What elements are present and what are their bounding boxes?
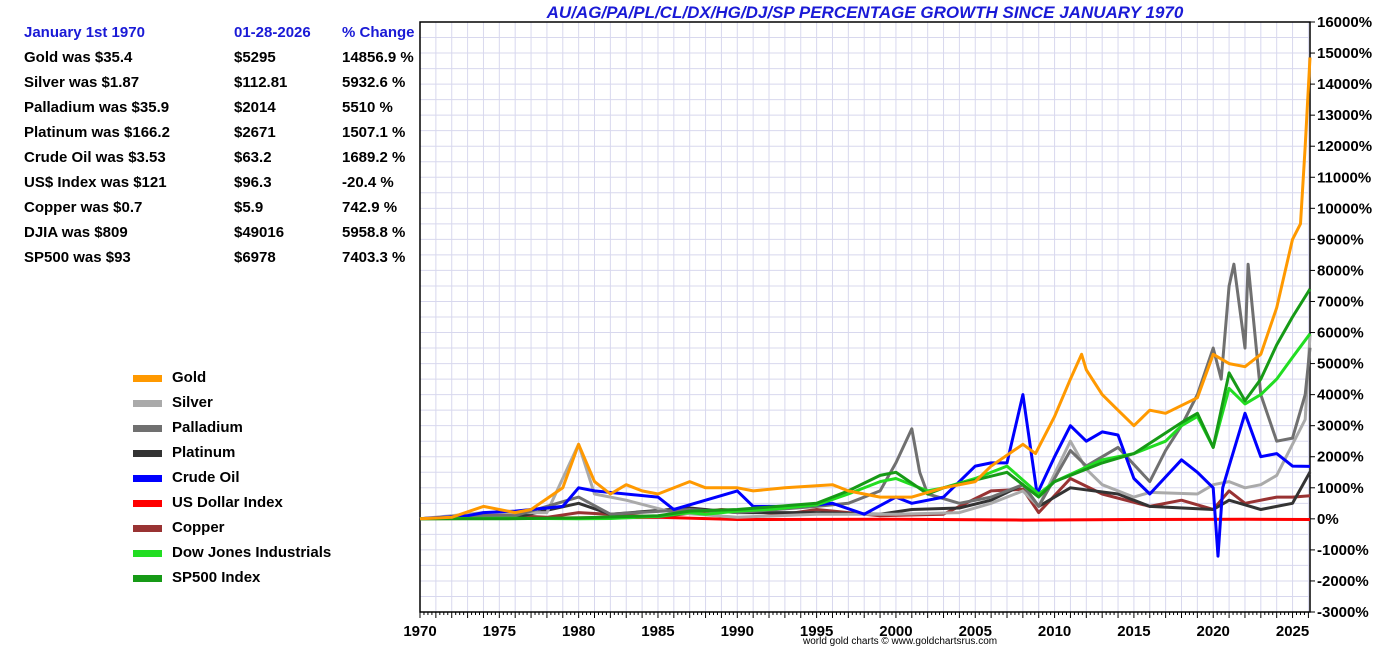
stats-row-change: 5510 % <box>342 99 393 116</box>
legend-swatch <box>133 550 162 557</box>
y-tick-label: 6000% <box>1317 325 1364 342</box>
y-tick-label: 4000% <box>1317 387 1364 404</box>
stats-header-change: % Change <box>342 24 415 41</box>
legend-swatch <box>133 425 162 432</box>
stats-row-label: Copper was $0.7 <box>24 199 143 216</box>
stats-row-label: Silver was $1.87 <box>24 74 140 91</box>
legend-label: Gold <box>172 369 207 386</box>
y-tick-label: 8000% <box>1317 262 1364 279</box>
stats-row-label: SP500 was $93 <box>24 249 131 266</box>
y-tick-label: -2000% <box>1317 573 1369 590</box>
y-tick-label: 15000% <box>1317 45 1372 62</box>
series-line-crude-oil <box>419 393 1311 558</box>
y-tick-label: 0% <box>1317 511 1339 528</box>
stats-row-now: $6978 <box>234 249 276 266</box>
legend-swatch <box>133 500 162 507</box>
legend-label: Palladium <box>172 419 243 436</box>
y-tick-label: 7000% <box>1317 293 1364 310</box>
stats-row-label: Gold was $35.4 <box>24 49 133 66</box>
y-tick-label: 11000% <box>1317 169 1371 186</box>
legend-label: Platinum <box>172 444 236 461</box>
plot-area <box>420 22 1310 612</box>
y-tick-label: 14000% <box>1317 76 1372 93</box>
legend-label: US Dollar Index <box>172 494 283 511</box>
series-line-dow-jones-industrials <box>419 332 1312 521</box>
stats-row-now: $2014 <box>234 99 276 116</box>
stats-row-now: $49016 <box>234 224 285 241</box>
stats-header-date: 01-28-2026 <box>234 24 311 41</box>
series-line-palladium <box>419 262 1312 521</box>
legend-label: SP500 Index <box>172 569 261 586</box>
legend-label: Copper <box>172 519 225 536</box>
legend-label: Dow Jones Industrials <box>172 544 332 561</box>
x-tick-label: 1975 <box>483 623 516 640</box>
stats-row-now: $5295 <box>234 49 276 66</box>
stats-row-label: US$ Index was $121 <box>24 174 167 191</box>
x-tick-label: 1970 <box>403 623 436 640</box>
x-tick-label: 1980 <box>562 623 595 640</box>
stats-row-now: $112.81 <box>234 74 288 91</box>
stats-row-label: DJIA was $809 <box>24 224 128 241</box>
y-tick-label: -1000% <box>1317 542 1369 559</box>
y-tick-label: 2000% <box>1317 449 1364 466</box>
stats-row-label: Palladium was $35.9 <box>24 99 170 116</box>
stats-row-label: Crude Oil was $3.53 <box>24 149 166 166</box>
series-line-us-dollar-index <box>419 515 1311 522</box>
stats-row-change: 5932.6 % <box>342 74 406 91</box>
legend-swatch <box>133 575 162 582</box>
stats-row-now: $5.9 <box>234 199 264 216</box>
legend-swatch <box>133 400 162 407</box>
y-tick-label: 13000% <box>1317 107 1372 124</box>
x-tick-label: 2015 <box>1117 623 1150 640</box>
y-tick-label: -3000% <box>1317 604 1369 621</box>
stats-header-start: January 1st 1970 <box>24 24 145 41</box>
x-tick-label: 2025 <box>1276 623 1309 640</box>
footer-credit: world gold charts © www.goldchartsrus.co… <box>803 636 998 647</box>
plot-frame <box>419 21 1311 613</box>
stats-row-now: $2671 <box>234 124 276 141</box>
x-tick-label: 2020 <box>1197 623 1230 640</box>
stats-row-now: $63.2 <box>234 149 272 166</box>
y-tick-label: 16000% <box>1317 14 1372 31</box>
series-line-silver <box>419 334 1312 521</box>
y-tick-label: 1000% <box>1317 480 1364 497</box>
stats-row-change: 1689.2 % <box>342 149 406 166</box>
stats-row-now: $96.3 <box>234 174 272 191</box>
chart-title: AU/AG/PA/PL/CL/DX/HG/DJ/SP PERCENTAGE GR… <box>546 3 1184 22</box>
series-line-gold <box>419 57 1312 521</box>
series-line-platinum <box>419 471 1312 521</box>
x-tick-label: 1985 <box>641 623 674 640</box>
y-tick-label: 5000% <box>1317 356 1364 373</box>
stats-row-change: 7403.3 % <box>342 249 406 266</box>
x-tick-label: 2010 <box>1038 623 1071 640</box>
legend-swatch <box>133 525 162 532</box>
y-tick-label: 3000% <box>1317 418 1364 435</box>
stats-row-change: 1507.1 % <box>342 124 406 141</box>
stats-row-label: Platinum was $166.2 <box>24 124 170 141</box>
legend-label: Silver <box>172 394 213 411</box>
legend-swatch <box>133 450 162 457</box>
legend-swatch <box>133 475 162 482</box>
stats-row-change: 742.9 % <box>342 199 398 216</box>
y-tick-label: 10000% <box>1317 200 1372 217</box>
y-tick-label: 12000% <box>1317 138 1372 155</box>
y-tick-label: 9000% <box>1317 231 1364 248</box>
x-tick-label: 1990 <box>721 623 754 640</box>
legend-swatch <box>133 375 162 382</box>
stats-row-change: 5958.8 % <box>342 224 406 241</box>
series-line-copper <box>419 477 1311 521</box>
stats-row-change: 14856.9 % <box>342 49 414 66</box>
series-line-sp500-index <box>420 288 1312 521</box>
legend-label: Crude Oil <box>172 469 240 486</box>
stats-row-change: -20.4 % <box>342 174 394 191</box>
